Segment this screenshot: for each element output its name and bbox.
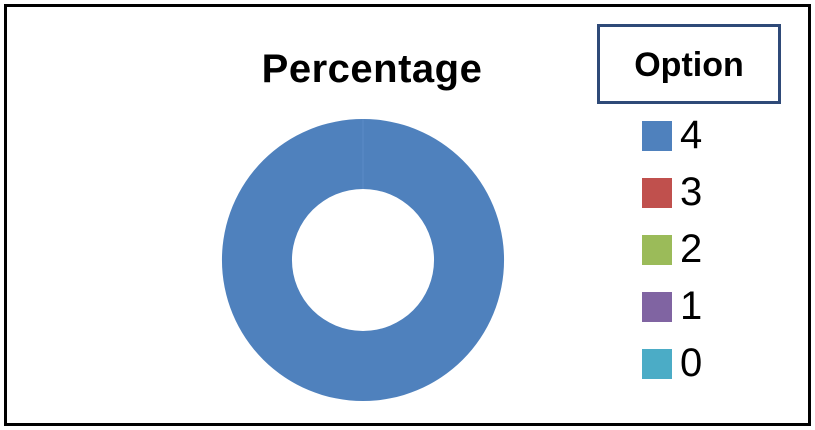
legend-swatch-0 <box>642 349 672 379</box>
legend-label-4: 4 <box>680 113 703 157</box>
legend-label-1: 1 <box>680 284 703 328</box>
legend-item-3: 3 <box>638 165 758 222</box>
chart-title: Percentage <box>261 47 483 91</box>
legend-item-1: 1 <box>638 279 758 336</box>
legend-swatch-1 <box>642 292 672 322</box>
legend-title-box: Option <box>597 24 781 104</box>
legend-title: Option <box>634 46 744 84</box>
donut-slice-4 <box>221 118 505 402</box>
legend: 4 3 2 1 0 <box>638 108 758 393</box>
donut-slices <box>221 118 505 402</box>
legend-item-2: 2 <box>638 222 758 279</box>
legend-swatch-2 <box>642 235 672 265</box>
legend-label-2: 2 <box>680 227 703 271</box>
legend-swatch-4 <box>642 121 672 151</box>
legend-label-3: 3 <box>680 170 703 214</box>
legend-item-4: 4 <box>638 108 758 165</box>
legend-item-0: 0 <box>638 336 758 393</box>
legend-swatch-3 <box>642 178 672 208</box>
legend-label-0: 0 <box>680 341 703 385</box>
